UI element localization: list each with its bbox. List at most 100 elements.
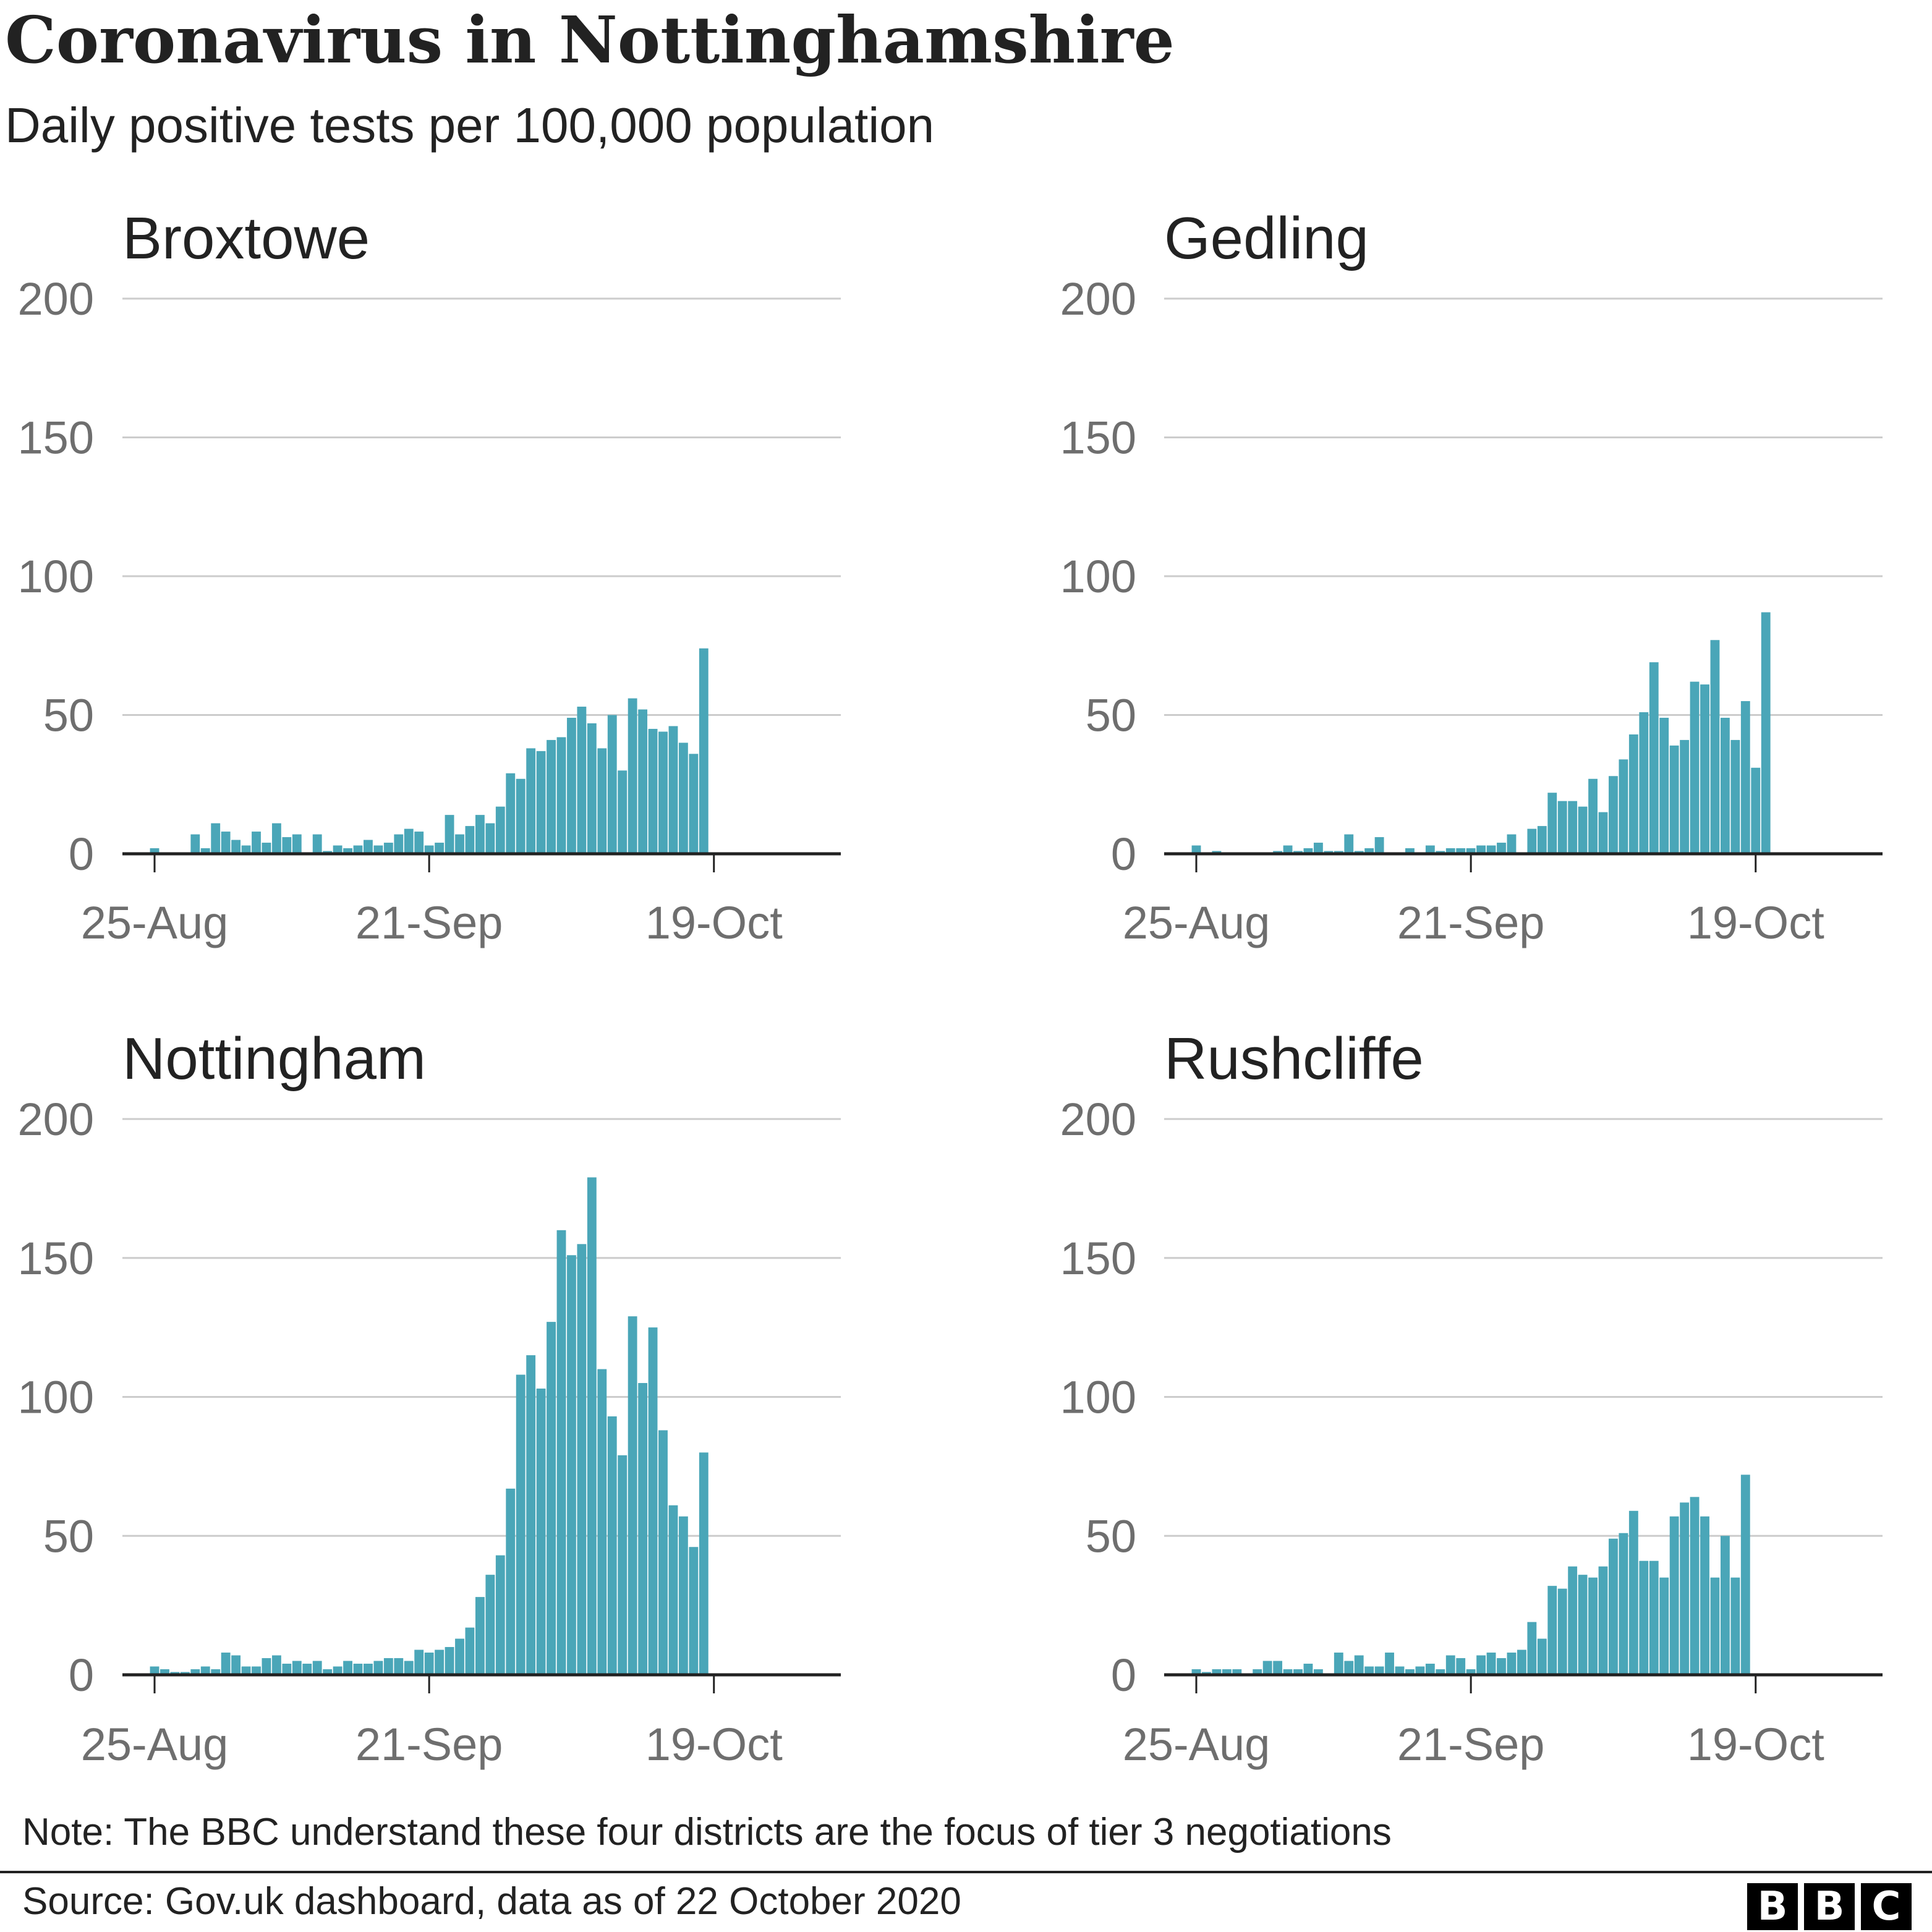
bar xyxy=(1405,1669,1415,1675)
bar xyxy=(638,1383,648,1675)
bar xyxy=(1354,1655,1364,1675)
bar xyxy=(1303,848,1313,854)
bar xyxy=(1720,717,1730,854)
bar xyxy=(200,1666,210,1675)
bar xyxy=(1710,1577,1720,1675)
bar xyxy=(1313,843,1323,854)
bar xyxy=(1568,1566,1578,1675)
panel-title: Nottingham xyxy=(122,1026,426,1092)
x-tick-label: 19-Oct xyxy=(1687,1719,1825,1770)
bar xyxy=(506,1488,516,1675)
bar xyxy=(526,748,536,854)
x-tick-label: 19-Oct xyxy=(645,897,783,948)
y-tick-label: 200 xyxy=(18,273,94,325)
bar xyxy=(648,728,658,854)
bar xyxy=(1527,828,1537,854)
bar xyxy=(1364,848,1374,854)
bar xyxy=(1639,1560,1649,1675)
bar xyxy=(1222,1669,1232,1675)
bar xyxy=(1334,1653,1343,1675)
bar xyxy=(556,1230,566,1675)
bar xyxy=(607,1416,617,1675)
y-tick-label: 150 xyxy=(1060,412,1136,464)
bar xyxy=(445,1647,454,1675)
x-tick-label: 21-Sep xyxy=(355,1719,503,1770)
bar xyxy=(150,848,160,854)
bar xyxy=(231,1655,241,1675)
bar xyxy=(1680,1502,1690,1675)
bar xyxy=(699,648,709,854)
bar xyxy=(1730,1577,1740,1675)
bar xyxy=(1517,1649,1526,1675)
bar xyxy=(1720,1536,1730,1675)
bar xyxy=(618,770,628,854)
bar xyxy=(1669,745,1679,854)
panel-title: Broxtowe xyxy=(122,205,370,271)
y-tick-label: 150 xyxy=(18,1233,94,1284)
bar xyxy=(292,834,302,854)
bar xyxy=(343,848,352,854)
bar xyxy=(1578,806,1588,854)
bar xyxy=(1415,1666,1425,1675)
bar xyxy=(343,1661,352,1675)
bar xyxy=(495,1555,505,1675)
bar xyxy=(271,823,281,854)
bar xyxy=(547,739,556,854)
bar xyxy=(699,1452,709,1675)
y-tick-label: 100 xyxy=(1060,1372,1136,1423)
bar xyxy=(1557,801,1567,854)
bar xyxy=(658,731,668,854)
panel-title: Gedling xyxy=(1164,205,1369,271)
bar xyxy=(648,1327,658,1675)
bar xyxy=(1466,848,1476,854)
y-tick-label: 150 xyxy=(18,412,94,464)
bar xyxy=(373,1661,383,1675)
bar xyxy=(231,840,241,854)
x-tick-label: 21-Sep xyxy=(1397,1719,1545,1770)
bar xyxy=(150,1666,160,1675)
bar xyxy=(271,1655,281,1675)
bar xyxy=(536,751,546,854)
x-tick-label: 19-Oct xyxy=(1687,897,1825,948)
chart-panel-broxtowe: Broxtowe 0 50 100 150 200 25-Aug 21-Sep 19-Oct xyxy=(18,205,841,948)
bar xyxy=(404,1661,414,1675)
bar xyxy=(689,1547,699,1675)
bar xyxy=(1537,1638,1547,1675)
bar xyxy=(1609,776,1618,854)
bar xyxy=(1497,843,1506,854)
bar xyxy=(1710,640,1720,854)
bar xyxy=(1639,712,1649,854)
bar xyxy=(292,1661,302,1675)
bar xyxy=(1690,1497,1700,1675)
bar xyxy=(1628,734,1638,854)
bar xyxy=(1690,681,1700,854)
bar xyxy=(333,845,343,854)
bar xyxy=(587,1177,597,1675)
bar xyxy=(587,723,597,854)
bar xyxy=(333,1666,343,1675)
y-tick-label: 100 xyxy=(18,1372,94,1423)
y-tick-label: 50 xyxy=(1086,690,1136,741)
bar xyxy=(1374,1666,1384,1675)
bar xyxy=(424,845,434,854)
x-tick-label: 25-Aug xyxy=(1123,1719,1270,1770)
bar xyxy=(1497,1658,1506,1675)
y-tick-label: 200 xyxy=(1060,1094,1136,1145)
bar xyxy=(1405,848,1415,854)
bbc-logo: B B C xyxy=(1747,1883,1912,1930)
bar xyxy=(1598,812,1608,854)
y-tick-label: 0 xyxy=(69,1649,94,1701)
bar xyxy=(211,1669,221,1675)
bar xyxy=(567,717,576,854)
bar xyxy=(414,1649,424,1675)
x-tick-label: 25-Aug xyxy=(81,1719,229,1770)
bar xyxy=(1568,801,1578,854)
bar xyxy=(1730,739,1740,854)
bar xyxy=(556,737,566,854)
bar xyxy=(485,1575,495,1675)
x-tick-label: 19-Oct xyxy=(645,1719,783,1770)
bar xyxy=(383,843,393,854)
bar xyxy=(628,1316,637,1675)
bar xyxy=(1700,684,1709,854)
bar xyxy=(394,834,404,854)
